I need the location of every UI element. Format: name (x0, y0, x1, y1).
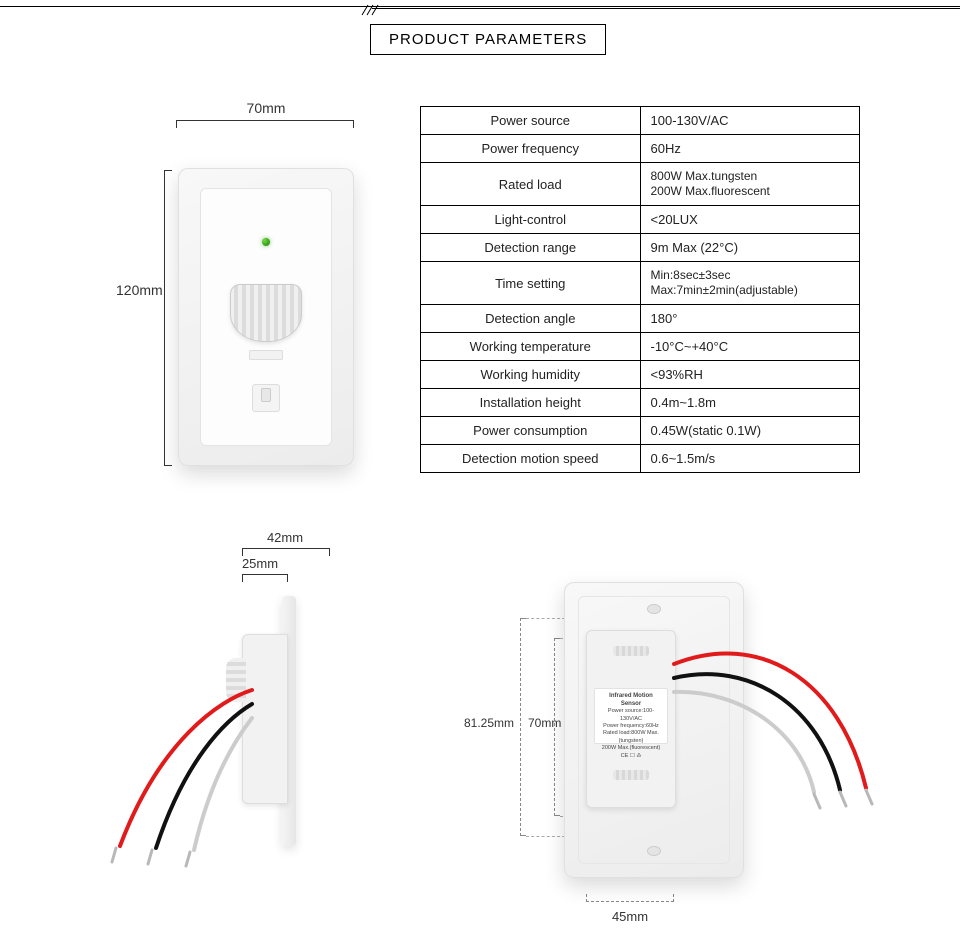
spec-row: Power frequency60Hz (421, 135, 860, 163)
spec-value: -10°C~+40°C (640, 333, 860, 361)
spec-row: Installation height0.4m~1.8m (421, 389, 860, 417)
spec-label: Time setting (421, 262, 641, 305)
dim-height-120mm: 120mm (116, 282, 163, 298)
vent-slot (613, 646, 649, 656)
product-front-inner (200, 188, 332, 446)
spec-row: Detection angle180° (421, 305, 860, 333)
indicator-led (262, 238, 270, 246)
spec-value: 180° (640, 305, 860, 333)
spec-label: Power frequency (421, 135, 641, 163)
spec-label: Detection angle (421, 305, 641, 333)
back-label-line: 200W Max.(fluorescent) (599, 745, 663, 752)
spec-value: 9m Max (22°C) (640, 234, 860, 262)
spec-value: 0.45W(static 0.1W) (640, 417, 860, 445)
slide-switch (252, 384, 280, 412)
pir-sensor-lens (230, 284, 302, 342)
side-lens (226, 658, 246, 702)
spec-label: Installation height (421, 389, 641, 417)
spec-label: Light-control (421, 206, 641, 234)
back-view: 81.25mm 70mm 45mm Infrared Motion Sensor… (470, 560, 930, 920)
dim-height-8125mm: 81.25mm (464, 716, 514, 730)
vent-slot (613, 770, 649, 780)
front-view: 70mm 120mm (120, 100, 400, 460)
dim-depth-42mm: 42mm (240, 530, 330, 545)
spec-table: Power source100-130V/AC Power frequency6… (420, 106, 860, 473)
back-label-title: Infrared Motion Sensor (599, 692, 663, 708)
spec-label: Rated load (421, 163, 641, 206)
spec-value: <20LUX (640, 206, 860, 234)
header-rule (0, 6, 960, 26)
spec-label: Working temperature (421, 333, 641, 361)
spec-row: Detection motion speed0.6~1.5m/s (421, 445, 860, 473)
spec-value: 0.6~1.5m/s (640, 445, 860, 473)
back-label-line: Power source:100-130V/AC (599, 708, 663, 723)
dim-width-70mm: 70mm (176, 100, 356, 116)
spec-row: Working temperature-10°C~+40°C (421, 333, 860, 361)
screw-hole-icon (647, 846, 661, 856)
dim-depth-25mm: 25mm (230, 556, 290, 571)
spec-value: Min:8sec±3secMax:7min±2min(adjustable) (640, 262, 860, 305)
spec-value: 800W Max.tungsten200W Max.fluorescent (640, 163, 860, 206)
spec-row: Power consumption0.45W(static 0.1W) (421, 417, 860, 445)
spec-label: Working humidity (421, 361, 641, 389)
spec-label: Power consumption (421, 417, 641, 445)
spec-label: Detection motion speed (421, 445, 641, 473)
side-view: 42mm 25mm (130, 530, 430, 870)
spec-table-body: Power source100-130V/AC Power frequency6… (421, 107, 860, 473)
spec-label: Power source (421, 107, 641, 135)
back-label-line: Power frequency:60Hz (599, 723, 663, 730)
back-label-line: CE ☐ ♳ (599, 753, 663, 760)
dim-width-45mm: 45mm (582, 909, 678, 924)
light-sensor-window (249, 350, 283, 360)
spec-row: Detection range9m Max (22°C) (421, 234, 860, 262)
spec-row: Light-control<20LUX (421, 206, 860, 234)
spec-label: Detection range (421, 234, 641, 262)
product-front-plate (178, 168, 354, 466)
screw-hole-icon (647, 604, 661, 614)
back-label-line: Rated load:800W Max.(tungsten) (599, 730, 663, 745)
spec-row: Time settingMin:8sec±3secMax:7min±2min(a… (421, 262, 860, 305)
spec-value: <93%RH (640, 361, 860, 389)
side-body (242, 634, 288, 804)
spec-value: 60Hz (640, 135, 860, 163)
spec-value: 0.4m~1.8m (640, 389, 860, 417)
spec-value: 100-130V/AC (640, 107, 860, 135)
spec-row: Working humidity<93%RH (421, 361, 860, 389)
spec-row: Rated load800W Max.tungsten200W Max.fluo… (421, 163, 860, 206)
spec-row: Power source100-130V/AC (421, 107, 860, 135)
section-title: PRODUCT PARAMETERS (370, 24, 606, 55)
back-spec-label: Infrared Motion Sensor Power source:100-… (594, 688, 668, 744)
